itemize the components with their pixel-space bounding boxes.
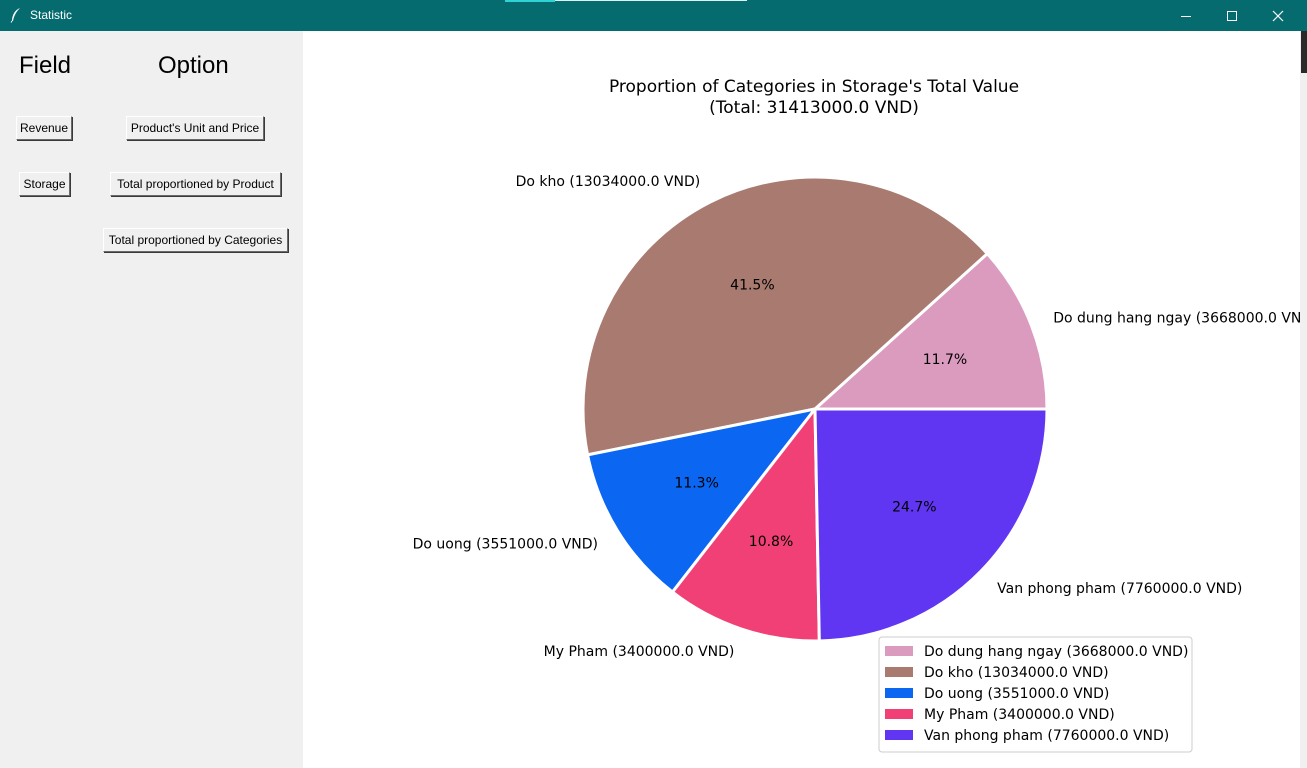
pie-labels: 11.7% Do dung hang ngay (3668000.0 VND) 41… xyxy=(413,174,1300,660)
legend-swatch xyxy=(885,709,913,719)
total-by-categories-button[interactable]: Total proportioned by Categories xyxy=(103,228,288,252)
field-header: Field xyxy=(19,52,72,79)
pie-chart: Proportion of Categories in Storage's To… xyxy=(413,77,1300,753)
minimize-button[interactable] xyxy=(1163,0,1209,31)
window-right-edge xyxy=(1300,31,1307,768)
chart-canvas: Proportion of Categories in Storage's To… xyxy=(303,31,1300,768)
pie-slice xyxy=(670,407,821,643)
close-button[interactable] xyxy=(1255,0,1301,31)
window-title-bar: Statistic xyxy=(0,0,1307,31)
slice-name-label: My Pham (3400000.0 VND) xyxy=(544,644,735,660)
chart-legend: Do dung hang ngay (3668000.0 VND) Do kho … xyxy=(878,636,1193,753)
title-bar-accent xyxy=(505,0,555,2)
legend-box xyxy=(878,636,1193,753)
slice-name-label: Do uong (3551000.0 VND) xyxy=(413,536,598,552)
pie-slice xyxy=(581,175,989,457)
legend-swatch xyxy=(885,667,913,677)
minimize-icon xyxy=(1181,15,1191,17)
option-header: Option xyxy=(158,52,229,79)
legend-label: Do uong (3551000.0 VND) xyxy=(924,686,1109,702)
close-icon xyxy=(1272,10,1284,21)
revenue-button[interactable]: Revenue xyxy=(16,116,72,140)
slice-percent-label: 11.3% xyxy=(674,475,718,491)
maximize-icon xyxy=(1227,10,1237,21)
window-title: Statistic xyxy=(30,8,73,22)
legend-label: Van phong pham (7760000.0 VND) xyxy=(924,728,1169,744)
slice-percent-label: 41.5% xyxy=(730,278,774,294)
unit-price-button[interactable]: Product's Unit and Price xyxy=(126,116,264,140)
legend-label: Do kho (13034000.0 VND) xyxy=(924,665,1109,681)
slice-percent-label: 10.8% xyxy=(749,534,793,550)
legend-label: My Pham (3400000.0 VND) xyxy=(924,707,1115,723)
pie-slice xyxy=(586,407,817,594)
left-panel: Field Option Revenue Storage Product's U… xyxy=(0,31,303,768)
slice-name-label: Do kho (13034000.0 VND) xyxy=(516,174,701,190)
slice-percent-label: 11.7% xyxy=(923,352,967,368)
maximize-button[interactable] xyxy=(1209,0,1255,31)
total-by-product-button[interactable]: Total proportioned by Product xyxy=(110,172,281,196)
legend-swatch xyxy=(885,730,913,740)
storage-button[interactable]: Storage xyxy=(19,172,70,196)
pie-slices xyxy=(581,175,1049,643)
pie-slice xyxy=(813,252,1049,411)
legend-swatch xyxy=(885,688,913,698)
feather-icon xyxy=(10,8,20,23)
chart-title: Proportion of Categories in Storage's To… xyxy=(609,77,1019,97)
slice-name-label: Do dung hang ngay (3668000.0 VND) xyxy=(1053,310,1300,326)
legend-swatch xyxy=(885,646,913,656)
chart-subtitle: (Total: 31413000.0 VND) xyxy=(709,98,919,118)
legend-label: Do dung hang ngay (3668000.0 VND) xyxy=(924,644,1188,660)
title-bar-accent-line xyxy=(555,0,747,1)
pie-slice xyxy=(813,407,1049,643)
slice-percent-label: 24.7% xyxy=(892,500,936,516)
slice-name-label: Van phong pham (7760000.0 VND) xyxy=(997,581,1242,597)
